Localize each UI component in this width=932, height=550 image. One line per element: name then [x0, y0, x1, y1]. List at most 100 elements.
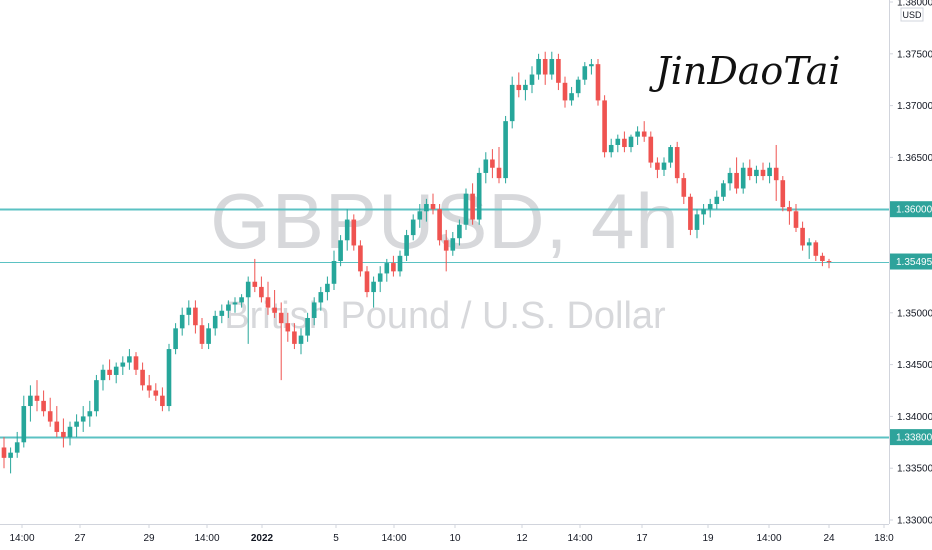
- candle-body: [463, 193, 469, 225]
- last-price-badge-box: [890, 253, 932, 270]
- candle-body: [608, 144, 614, 153]
- candle-body: [516, 84, 522, 91]
- time-tick-label: 29: [143, 533, 155, 544]
- candle-body: [760, 169, 766, 177]
- candle-body: [773, 167, 779, 181]
- currency-box[interactable]: [900, 7, 924, 22]
- time-axis[interactable]: 14:00 27 29 14:00 2022 5 14:00 10 12 14:00 17 19 14:…: [9, 524, 894, 544]
- time-tick-label: 2022: [251, 533, 274, 544]
- candle-body: [575, 79, 581, 94]
- candle-body: [523, 84, 528, 91]
- candle-body: [509, 84, 515, 122]
- level-price-badge-box: [890, 201, 932, 218]
- candle-body: [628, 136, 634, 148]
- candle-body: [800, 227, 805, 246]
- candle-body: [589, 64, 594, 67]
- candle-body: [179, 314, 185, 329]
- candle-body: [285, 323, 291, 332]
- candle-body: [549, 58, 555, 75]
- time-tick-label: 24: [823, 533, 835, 544]
- candle-body: [668, 147, 673, 163]
- price-badges: 1.36000 1.33800 1.35495: [890, 201, 932, 446]
- candle-body: [496, 167, 502, 179]
- candle-body: [344, 219, 350, 241]
- candle-body: [747, 167, 753, 177]
- candle-body: [813, 242, 819, 256]
- candle-body: [793, 211, 799, 228]
- candle-body: [430, 204, 436, 210]
- candle-body: [74, 421, 79, 427]
- candle-body: [318, 292, 324, 303]
- candle-body: [655, 162, 660, 170]
- candle-body: [173, 328, 178, 350]
- candle-body: [298, 335, 304, 344]
- time-tick-label: 14:00: [381, 533, 406, 544]
- candle-body: [358, 245, 363, 272]
- candle-body: [490, 159, 495, 168]
- time-tick-label: 14:00: [567, 533, 592, 544]
- price-tick-label: 1.37500: [897, 49, 932, 60]
- price-tick-label: 1.34000: [897, 412, 932, 423]
- candle-body: [226, 304, 231, 311]
- candle-body: [569, 93, 574, 101]
- candle-body: [186, 307, 192, 315]
- candle-body: [87, 411, 93, 417]
- candle-body: [100, 369, 106, 381]
- candle-body: [47, 411, 53, 422]
- currency-label: USD: [902, 10, 922, 20]
- candle-body: [338, 240, 343, 261]
- candle-body: [536, 58, 541, 75]
- candle-body: [206, 328, 211, 344]
- candle-body: [437, 209, 442, 241]
- candle-body: [556, 58, 561, 83]
- candle-body: [424, 204, 429, 212]
- candle-body: [582, 66, 588, 80]
- candle-body: [780, 180, 786, 208]
- candle-body: [140, 369, 145, 386]
- candle-body: [272, 307, 277, 313]
- price-tick-label: 1.34500: [897, 360, 932, 371]
- candle-body: [707, 204, 713, 210]
- price-tick-label: 1.37000: [897, 101, 932, 112]
- candle-body: [127, 356, 132, 363]
- candle-body: [212, 315, 218, 329]
- candle-body: [377, 273, 383, 282]
- candle-body: [681, 178, 687, 197]
- time-tick-label: 18:0: [874, 533, 894, 544]
- candle-body: [503, 121, 508, 179]
- candle-body: [727, 172, 733, 184]
- candle-body: [622, 138, 627, 148]
- candle-body: [397, 255, 403, 272]
- watermark-symbol: GBPUSD, 4h: [210, 177, 680, 265]
- candle-body: [94, 380, 99, 412]
- price-tick-label: 1.36500: [897, 153, 932, 164]
- candle-body: [278, 312, 284, 324]
- candle-body: [417, 211, 423, 220]
- candle-body: [133, 356, 139, 370]
- candle-body: [239, 297, 244, 303]
- candlestick-series: [1, 51, 832, 474]
- candle-body: [193, 307, 198, 326]
- candle-body: [457, 224, 462, 239]
- candle-body: [166, 349, 172, 407]
- last-price-badge-label: 1.35495: [896, 257, 932, 268]
- candle-body: [113, 366, 119, 375]
- candle-body: [410, 219, 416, 236]
- watermark-description: British Pound / U.S. Dollar: [224, 295, 666, 337]
- candle-body: [648, 136, 654, 163]
- candle-body: [806, 242, 812, 246]
- time-tick-label: 19: [702, 533, 714, 544]
- candle-body: [232, 302, 238, 305]
- time-tick-label: 10: [449, 533, 461, 544]
- candle-body: [14, 442, 20, 453]
- candle-body: [635, 131, 640, 137]
- candle-body: [602, 100, 607, 153]
- horizontal-levels[interactable]: [0, 208, 889, 439]
- candle-body: [80, 416, 86, 422]
- time-tick-label: 5: [333, 533, 339, 544]
- candle-body: [470, 193, 475, 220]
- candle-body: [325, 283, 330, 293]
